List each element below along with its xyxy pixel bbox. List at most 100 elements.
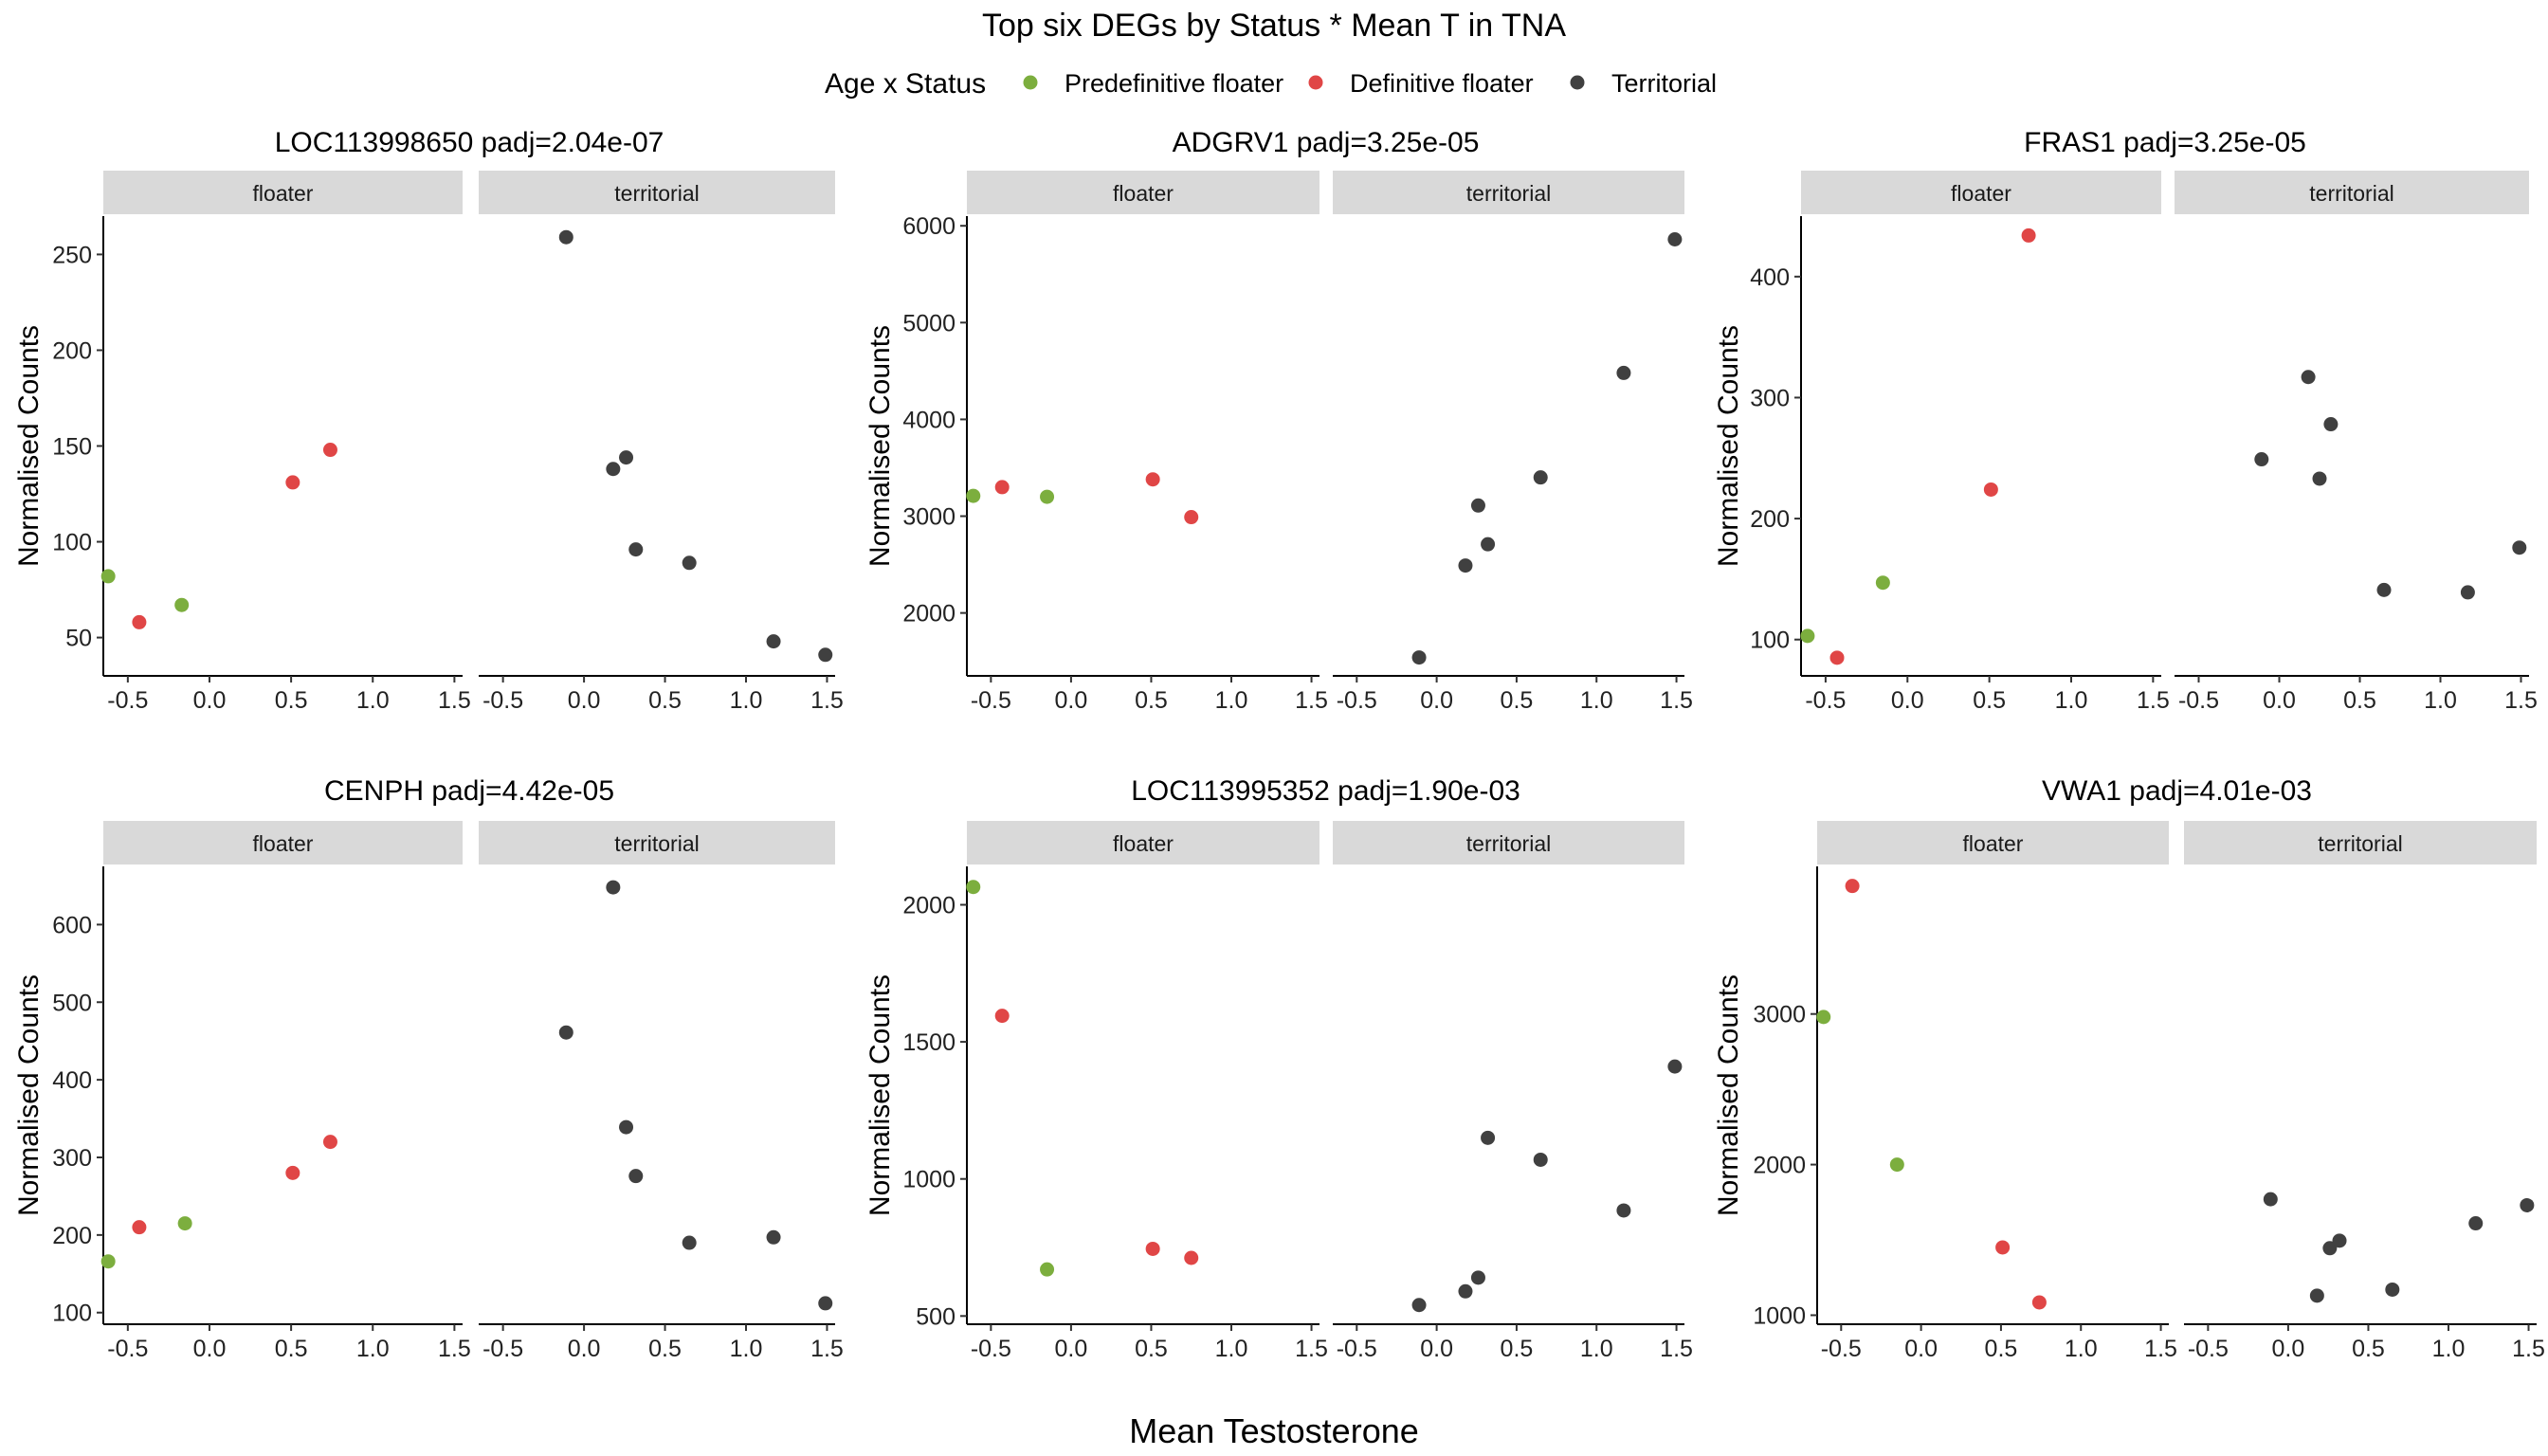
x-tick-label: 0.5 [1985,1336,2018,1362]
y-tick-label: 1000 [1753,1302,1806,1329]
data-point [1470,498,1485,513]
y-axis-title: Normalised Counts [1713,974,1744,1216]
data-point [1040,1262,1055,1277]
y-tick-label: 1500 [902,1029,956,1056]
x-tick-label: -0.5 [1337,687,1377,714]
facet-strip-label: territorial [2309,181,2393,206]
facet-strip [1817,821,2169,864]
data-point [2254,452,2269,467]
facet-floater: floater -0.5 0.0 0.5 1.0 1.5 [966,171,1328,714]
panel-title: LOC113998650 padj=2.04e-07 [275,127,664,158]
facet-strip-label: floater [1113,831,1174,856]
legend-item: Territorial [1570,69,1717,98]
legend-item: Predefinitive floater [1023,69,1283,98]
data-point [1995,1240,2011,1255]
data-point [2309,1288,2324,1303]
data-point [285,475,300,490]
data-point [2322,1241,2338,1256]
x-tick-label: 1.5 [2512,1336,2545,1362]
data-point [2468,1216,2484,1231]
y-tick-label: 200 [52,337,92,364]
legend-label: Territorial [1611,69,1717,98]
facet-strip-label: floater [253,831,314,856]
y-tick-label: 2000 [1753,1153,1806,1179]
x-tick-label: 1.0 [2432,1336,2466,1362]
facet-territorial: territorial -0.5 0.0 0.5 1.0 1.5 [479,171,844,714]
facet-territorial: territorial -0.5 0.0 0.5 1.0 1.5 [1333,171,1693,714]
x-tick-label: -0.5 [971,1336,1011,1362]
y-axis-title: Normalised Counts [864,325,896,567]
data-point [2512,540,2527,555]
panel: LOC113998650 padj=2.04e-07 Normalised Cou… [13,127,844,714]
x-tick-label: -0.5 [971,687,1011,714]
x-tick-label: 0.0 [2272,1336,2305,1362]
x-tick-label: 0.5 [2352,1336,2385,1362]
data-point [766,1229,781,1245]
x-tick-label: -0.5 [1805,687,1846,714]
x-tick-label: 0.5 [1973,687,2006,714]
data-point [1040,489,1055,504]
x-tick-label: 1.0 [1580,687,1613,714]
facet-strip-label: floater [253,181,314,206]
x-tick-label: 1.5 [2504,687,2538,714]
x-tick-label: 0.0 [1055,687,1088,714]
x-tick-label: -0.5 [107,687,148,714]
x-tick-label: 1.0 [1215,1336,1248,1362]
data-point [1184,1250,1199,1265]
x-tick-label: 0.5 [1501,687,1534,714]
data-point [2312,471,2327,486]
panel: LOC113995352 padj=1.90e-03 Normalised Cou… [864,775,1693,1362]
data-point [1533,470,1548,485]
x-tick-label: 1.0 [356,687,390,714]
y-tick-label: 1000 [902,1167,956,1193]
data-point [132,614,147,629]
x-tick-label: 0.5 [648,1336,682,1362]
y-tick-label: 4000 [902,407,956,433]
legend-marker [1308,75,1323,90]
y-tick-label: 150 [52,434,92,461]
x-tick-label: 0.5 [1135,1336,1168,1362]
panel-title: ADGRV1 padj=3.25e-05 [1173,127,1480,158]
facet-strip-label: territorial [1466,831,1551,856]
data-point [1533,1152,1548,1167]
data-point [628,1169,644,1184]
data-point [1411,650,1427,665]
y-axis-title: Normalised Counts [13,325,45,567]
data-point [1458,1283,1473,1299]
panel: VWA1 padj=4.01e-03 Normalised Counts 1000 2… [1713,775,2545,1362]
legend-marker [1023,75,1038,90]
y-tick-label: 200 [1750,506,1790,533]
data-point [1481,537,1496,552]
y-tick-label: 300 [1750,385,1790,411]
x-tick-label: -0.5 [1337,1336,1377,1362]
y-tick-label: 50 [65,626,92,652]
data-point [2301,370,2316,385]
y-tick-label: 500 [52,990,92,1016]
data-point [628,542,644,557]
x-tick-label: -0.5 [1821,1336,1862,1362]
data-point [1983,482,1998,497]
legend-label: Definitive floater [1350,69,1534,98]
y-tick-label: 2000 [902,601,956,628]
x-tick-label: 0.0 [2263,687,2296,714]
facet-floater: floater -0.5 0.0 0.5 1.0 1.5 [100,821,471,1362]
data-point [966,488,981,503]
facet-strip-label: floater [1113,181,1174,206]
y-tick-label: 100 [52,1301,92,1327]
data-point [322,443,337,458]
y-tick-label: 6000 [902,213,956,240]
x-tick-label: 0.0 [1891,687,1924,714]
legend-title: Age x Status [825,68,986,100]
data-point [2263,1192,2278,1207]
x-tick-label: 0.0 [1055,1336,1088,1362]
facet-territorial: territorial -0.5 0.0 0.5 1.0 1.5 [1333,821,1693,1362]
data-point [766,634,781,649]
data-point [2376,582,2392,597]
data-point [1889,1157,1904,1173]
data-point [1481,1130,1496,1145]
data-point [1667,232,1683,247]
panel-title: FRAS1 padj=3.25e-05 [2024,127,2306,158]
facet-strip-label: territorial [614,181,699,206]
x-tick-label: -0.5 [2178,687,2219,714]
facet-strip [103,171,463,214]
